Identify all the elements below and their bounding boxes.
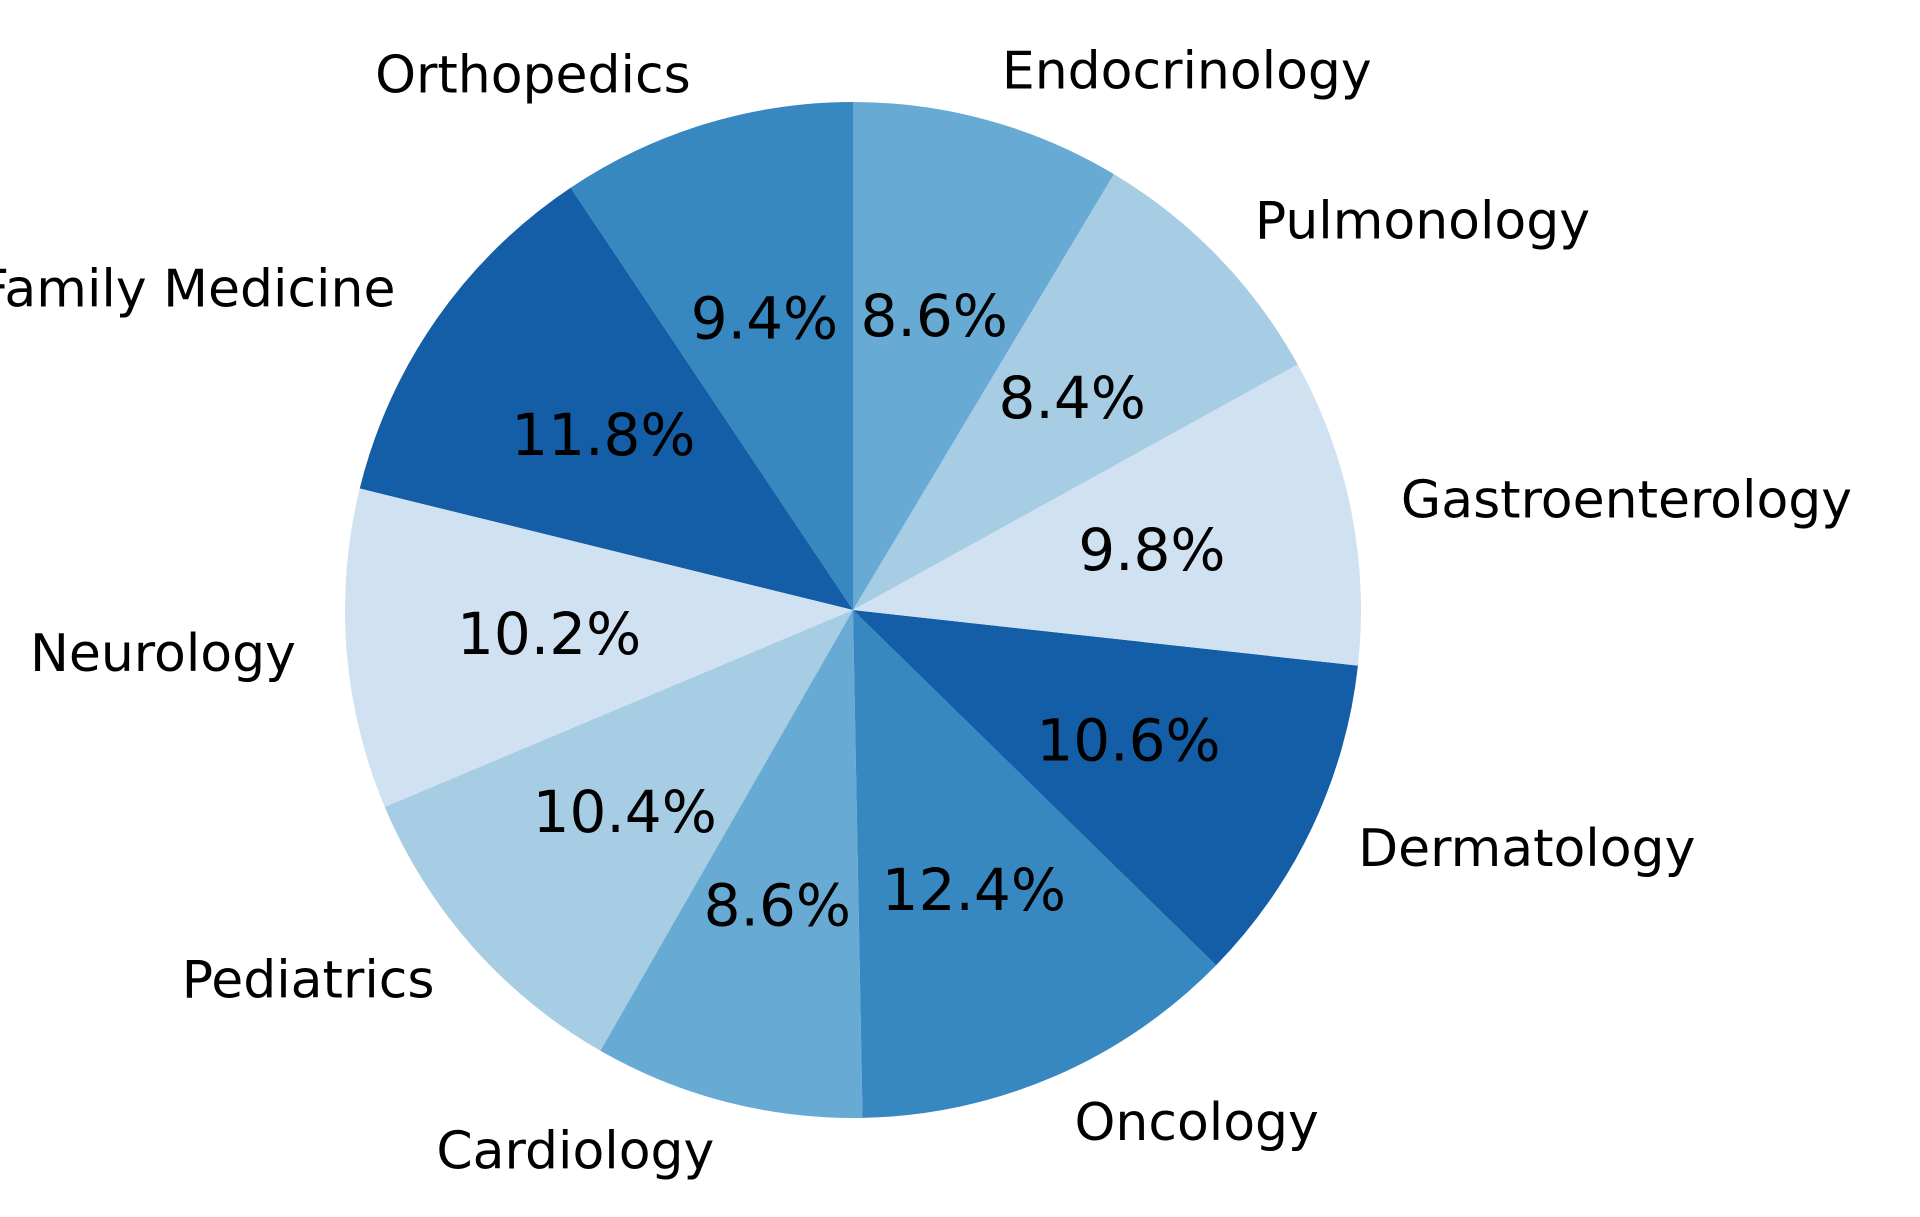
pct-label-gastroenterology: 9.8% (1078, 516, 1225, 584)
pie-slice-oncology (853, 610, 1217, 1118)
pie-slice-orthopedics (570, 101, 853, 610)
category-label-endocrinology: Endocrinology (1002, 41, 1372, 101)
category-labels: Orthopedics Family Medicine Neurology Pedia… (0, 41, 1852, 1181)
pie-slice-family-medicine (359, 187, 853, 610)
pct-label-oncology: 12.4% (882, 856, 1066, 924)
category-label-cardiology: Cardiology (436, 1121, 714, 1181)
pct-label-pulmonology: 8.4% (999, 364, 1146, 432)
category-label-oncology: Oncology (1075, 1093, 1319, 1153)
pie-slice-pulmonology (853, 174, 1298, 610)
category-label-pulmonology: Pulmonology (1255, 192, 1590, 252)
pie-slice-gastroenterology (853, 364, 1361, 666)
pie-slice-endocrinology (853, 102, 1114, 610)
pie-slice-dermatology (853, 610, 1358, 966)
slices-layer (344, 101, 1361, 1119)
pct-label-family-medicine: 11.8% (511, 401, 695, 469)
category-label-dermatology: Dermatology (1358, 819, 1695, 879)
category-label-orthopedics: Orthopedics (375, 45, 691, 105)
pie-slice-pediatrics (384, 610, 853, 1051)
pct-label-endocrinology: 8.6% (861, 282, 1008, 350)
pct-label-pediatrics: 10.4% (533, 778, 717, 846)
category-label-gastroenterology: Gastroenterology (1401, 470, 1852, 530)
percentage-labels: 9.4% 11.8% 10.2% 10.4% 8.6% 12.4% 10.6% 9.8% 8.4… (457, 282, 1226, 939)
category-label-pediatrics: Pediatrics (182, 950, 435, 1010)
category-label-family-medicine: Family Medicine (0, 259, 395, 319)
category-label-neurology: Neurology (30, 624, 296, 684)
pie-slice-neurology (344, 488, 853, 807)
pct-label-dermatology: 10.6% (1036, 706, 1220, 774)
pct-label-orthopedics: 9.4% (691, 284, 838, 352)
pct-label-cardiology: 8.6% (704, 871, 851, 939)
pct-label-neurology: 10.2% (457, 600, 641, 668)
pie-slice-cardiology (600, 610, 863, 1119)
